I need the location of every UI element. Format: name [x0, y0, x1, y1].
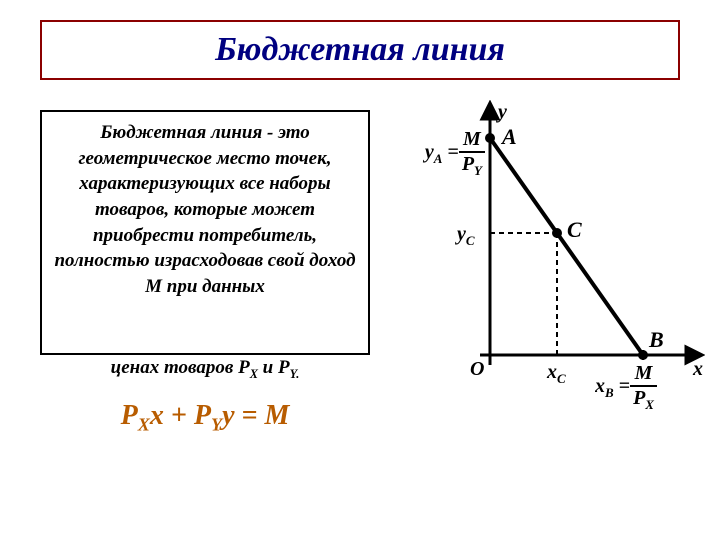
- point-a: [485, 133, 495, 143]
- budget-equation: PXx + PYy = M: [40, 400, 370, 436]
- eq-suby: Y: [211, 415, 222, 435]
- slide-title: Бюджетная линия: [215, 31, 505, 69]
- eq-x: x +: [150, 400, 194, 431]
- eq-p2: P: [194, 400, 211, 431]
- label-ya: yA = MPY: [395, 128, 485, 188]
- definition-box: Бюджетная линия - это геометрическое мес…: [40, 110, 370, 355]
- definition-text-main: Бюджетная линия - это геометрическое мес…: [54, 122, 355, 297]
- label-origin: O: [470, 358, 484, 380]
- definition-tail-prefix: ценах товаров P: [111, 357, 250, 378]
- point-c: [552, 228, 562, 238]
- eq-subx: X: [138, 415, 150, 435]
- definition-overflow: ценах товаров PX и PY.: [40, 355, 370, 382]
- label-xc: xC: [546, 361, 566, 386]
- eq-p1: P: [121, 400, 138, 431]
- title-box: Бюджетная линия: [40, 20, 680, 80]
- eq-y: y = M: [222, 400, 289, 431]
- definition-sub-x: X: [250, 367, 258, 381]
- definition-tail-mid: и P: [258, 357, 290, 378]
- budget-line-graph: A B C O x y yC xC yA = MPY xB = MPX: [395, 100, 705, 420]
- label-b: B: [648, 327, 664, 352]
- label-xb: xB = MPX: [595, 362, 705, 417]
- label-c: C: [567, 217, 582, 242]
- label-a: A: [500, 124, 517, 149]
- budget-line: [490, 138, 643, 355]
- label-yc: yC: [455, 223, 475, 248]
- label-y-axis: y: [496, 101, 507, 123]
- definition-sub-y: Y.: [290, 367, 300, 381]
